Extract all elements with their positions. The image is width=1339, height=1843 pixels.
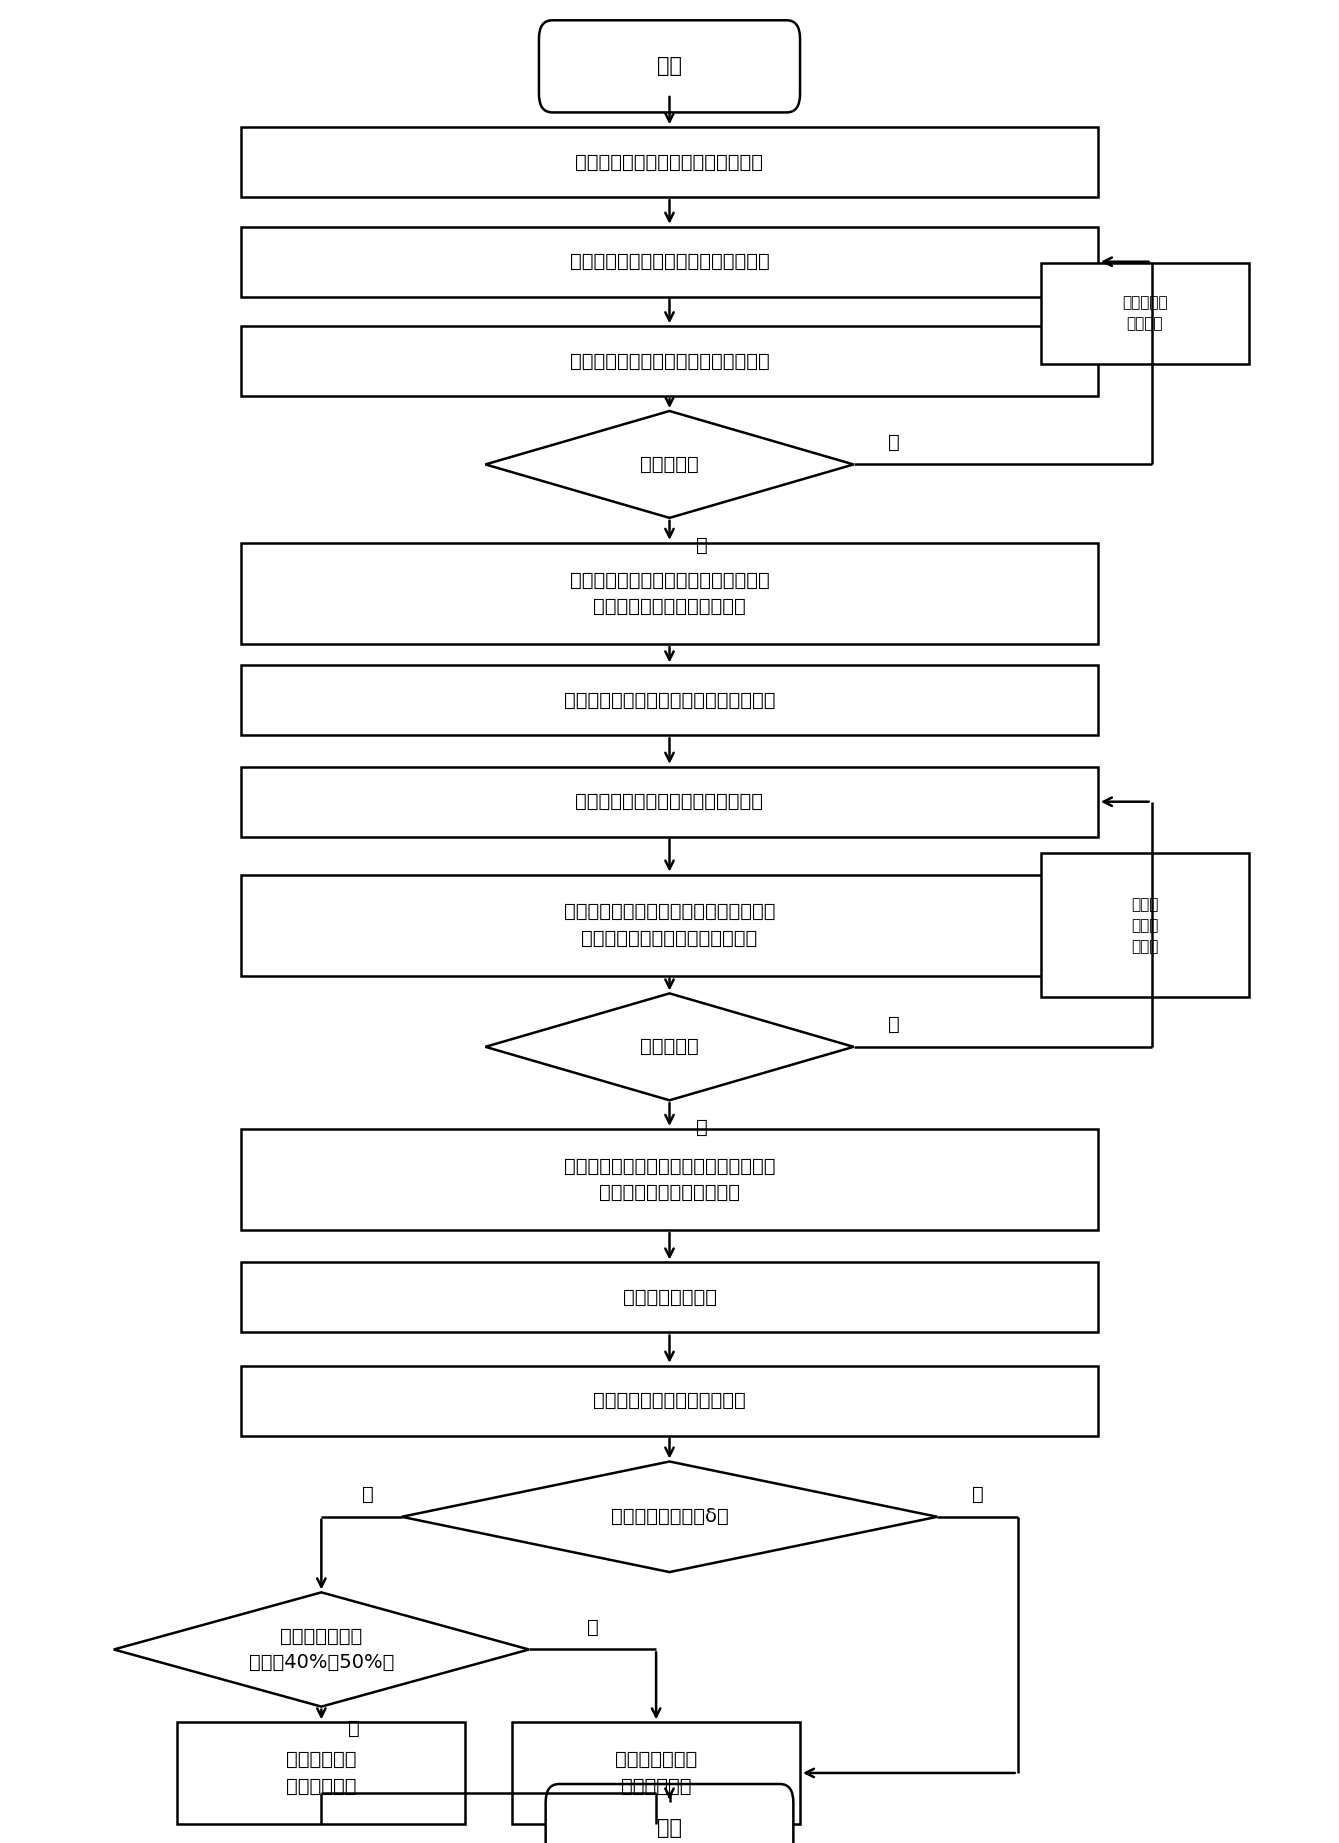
FancyBboxPatch shape <box>241 326 1098 396</box>
Polygon shape <box>486 411 854 518</box>
Text: 开始: 开始 <box>657 57 682 76</box>
FancyBboxPatch shape <box>241 1262 1098 1332</box>
Text: 否: 否 <box>348 1720 360 1738</box>
Text: 计算实验室定标图像的有效灰度均値: 计算实验室定标图像的有效灰度均値 <box>576 153 763 171</box>
Text: 探测器序号
继续增加: 探测器序号 继续增加 <box>1122 295 1168 332</box>
Polygon shape <box>114 1592 529 1707</box>
Text: 探测器
序号继
续增加: 探测器 序号继 续增加 <box>1131 898 1158 953</box>
FancyBboxPatch shape <box>241 875 1098 977</box>
FancyBboxPatch shape <box>546 1784 794 1843</box>
FancyBboxPatch shape <box>178 1721 466 1825</box>
Text: 片间灰度均値大于δ？: 片间灰度均値大于δ？ <box>611 1508 728 1526</box>
FancyBboxPatch shape <box>241 1128 1098 1231</box>
Polygon shape <box>402 1461 937 1572</box>
Text: 有效重叠区域的灰度信息统计: 有效重叠区域的灰度信息统计 <box>593 1391 746 1410</box>
Text: 对大量在轨影像数据的能量损失区域校
正，得到第一次能量补偿图像: 对大量在轨影像数据的能量损失区域校 正，得到第一次能量补偿图像 <box>569 571 770 616</box>
FancyBboxPatch shape <box>1042 262 1249 365</box>
Text: 结束: 结束 <box>657 1819 682 1837</box>
Text: 遍历结束？: 遍历结束？ <box>640 1038 699 1056</box>
Text: 拟合每个探测器的第一次能量补偿系数: 拟合每个探测器的第一次能量补偿系数 <box>569 352 770 370</box>
Text: 统计能量损失区域每列图像的直方图: 统计能量损失区域每列图像的直方图 <box>576 792 763 811</box>
Text: 是: 是 <box>696 536 708 555</box>
Text: 否: 否 <box>972 1485 983 1504</box>
FancyBboxPatch shape <box>513 1721 801 1825</box>
Text: 统计能量损失区域附近正常区域的直方图: 统计能量损失区域附近正常区域的直方图 <box>564 691 775 710</box>
Text: 直方图匹配方法
消除片间色差: 直方图匹配方法 消除片间色差 <box>615 1751 698 1795</box>
FancyBboxPatch shape <box>241 227 1098 297</box>
Text: 是: 是 <box>696 1119 708 1137</box>
Text: 选取有效重叠区域: 选取有效重叠区域 <box>623 1288 716 1307</box>
Text: 否: 否 <box>888 1015 900 1034</box>
FancyBboxPatch shape <box>1042 853 1249 997</box>
FancyBboxPatch shape <box>241 1366 1098 1436</box>
Text: 建立能量损失区域每列图像的直方图查找
表并分段拟合第二次能量补偿系数: 建立能量损失区域每列图像的直方图查找 表并分段拟合第二次能量补偿系数 <box>564 903 775 947</box>
Polygon shape <box>486 993 854 1100</box>
Text: 对第一次能量补偿图像进行校正，得到校
正后的第二次能量补偿图像: 对第一次能量补偿图像进行校正，得到校 正后的第二次能量补偿图像 <box>564 1157 775 1202</box>
FancyBboxPatch shape <box>241 542 1098 643</box>
Text: 是: 是 <box>586 1618 599 1637</box>
Text: 是: 是 <box>363 1485 374 1504</box>
FancyBboxPatch shape <box>241 767 1098 837</box>
Text: 灰度级数大于总
级数的40%～50%？: 灰度级数大于总 级数的40%～50%？ <box>249 1627 394 1672</box>
Text: 否: 否 <box>888 433 900 452</box>
Text: 均値差値补偿
消除片间色差: 均値差値补偿 消除片间色差 <box>287 1751 356 1795</box>
Text: 计算能量损失区域每个探测器的列均値: 计算能量损失区域每个探测器的列均値 <box>569 252 770 271</box>
FancyBboxPatch shape <box>538 20 799 112</box>
Text: 遍历结束？: 遍历结束？ <box>640 455 699 474</box>
FancyBboxPatch shape <box>241 665 1098 735</box>
FancyBboxPatch shape <box>241 127 1098 197</box>
